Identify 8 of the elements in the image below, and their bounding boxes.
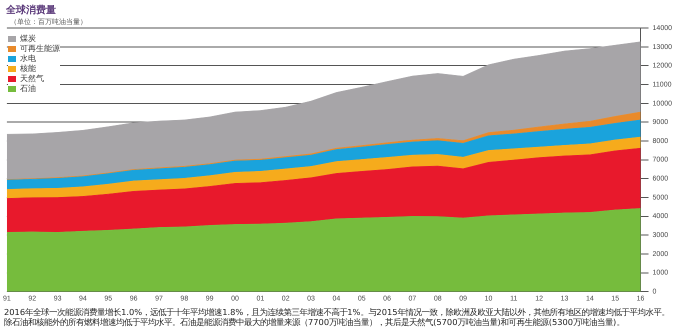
legend-label: 煤炭 (20, 34, 36, 44)
legend-label: 水电 (20, 54, 36, 64)
legend-label: 天然气 (20, 74, 44, 84)
legend-label: 核能 (20, 64, 36, 74)
legend-label: 石油 (20, 84, 36, 94)
legend-label: 可再生能源 (20, 44, 60, 54)
chart-title: 全球消费量 (6, 4, 56, 17)
text: 2016年全球一次能源消费量增长1.0%，远低于十年平均增速1.8%，且为连续第三年增速不高于1%。与2015年情况一致，除欧洲及欧亚大陆以外，其他所有地区的增速均低于平均水平。除石油和核能外的所有燃料增速均低于平均水平。石油是能源消费中最大的增量来源（7700万吨油当量），其后是天然气(5700万吨油当量)和可再生能源(5300万吨油当量)。 (4, 307, 671, 327)
